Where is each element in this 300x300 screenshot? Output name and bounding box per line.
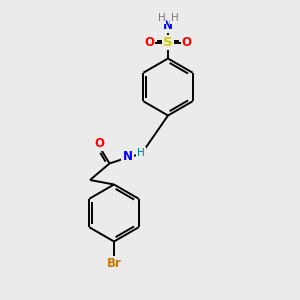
Text: O: O	[182, 36, 192, 50]
Text: O: O	[144, 36, 154, 50]
Text: H: H	[137, 148, 145, 158]
Text: Br: Br	[106, 256, 122, 270]
Text: H: H	[171, 13, 178, 23]
Text: N: N	[163, 19, 173, 32]
Text: H: H	[158, 13, 165, 23]
Text: S: S	[163, 36, 173, 50]
Text: O: O	[94, 136, 104, 150]
Text: N: N	[122, 149, 133, 163]
